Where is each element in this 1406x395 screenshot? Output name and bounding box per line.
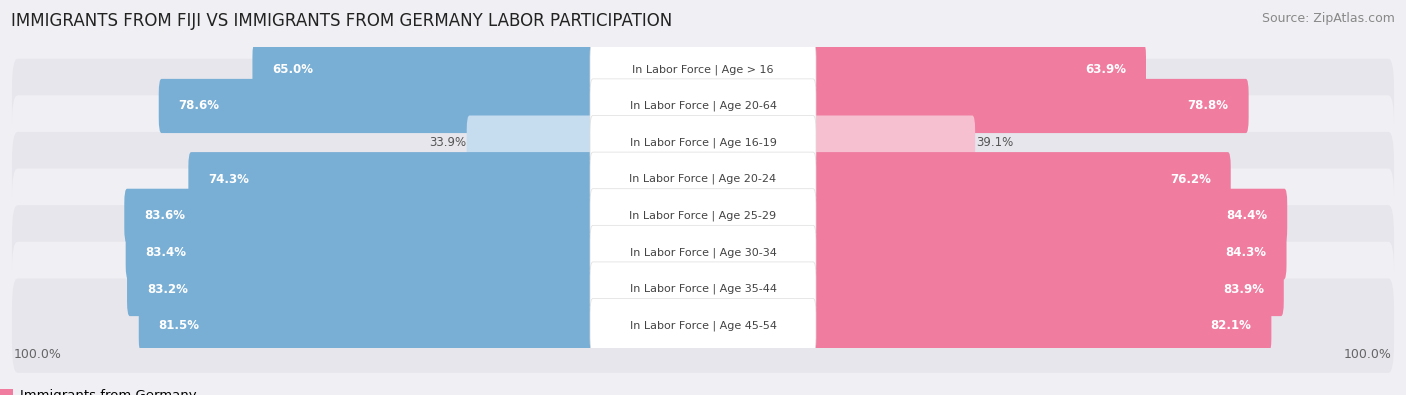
FancyBboxPatch shape	[591, 225, 815, 280]
FancyBboxPatch shape	[13, 242, 1393, 336]
Text: IMMIGRANTS FROM FIJI VS IMMIGRANTS FROM GERMANY LABOR PARTICIPATION: IMMIGRANTS FROM FIJI VS IMMIGRANTS FROM …	[11, 12, 672, 30]
Text: 84.4%: 84.4%	[1226, 209, 1267, 222]
FancyBboxPatch shape	[700, 152, 1230, 206]
FancyBboxPatch shape	[591, 299, 815, 353]
Text: 76.2%: 76.2%	[1170, 173, 1211, 186]
FancyBboxPatch shape	[159, 79, 706, 133]
FancyBboxPatch shape	[467, 115, 706, 170]
FancyBboxPatch shape	[700, 189, 1288, 243]
Text: 65.0%: 65.0%	[273, 63, 314, 76]
Text: 83.4%: 83.4%	[146, 246, 187, 259]
FancyBboxPatch shape	[139, 299, 706, 353]
FancyBboxPatch shape	[700, 115, 976, 170]
Text: In Labor Force | Age 35-44: In Labor Force | Age 35-44	[630, 284, 776, 294]
FancyBboxPatch shape	[13, 205, 1393, 300]
Text: 83.9%: 83.9%	[1223, 282, 1264, 295]
Text: 100.0%: 100.0%	[14, 348, 62, 361]
FancyBboxPatch shape	[127, 262, 706, 316]
Text: 63.9%: 63.9%	[1085, 63, 1126, 76]
Legend: Immigrants from Fiji, Immigrants from Germany: Immigrants from Fiji, Immigrants from Ge…	[0, 384, 202, 395]
FancyBboxPatch shape	[253, 42, 706, 96]
FancyBboxPatch shape	[591, 189, 815, 243]
FancyBboxPatch shape	[124, 189, 706, 243]
FancyBboxPatch shape	[13, 169, 1393, 263]
FancyBboxPatch shape	[591, 262, 815, 316]
FancyBboxPatch shape	[700, 42, 1146, 96]
Text: In Labor Force | Age 20-24: In Labor Force | Age 20-24	[630, 174, 776, 184]
FancyBboxPatch shape	[591, 79, 815, 133]
Text: 83.2%: 83.2%	[148, 282, 188, 295]
Text: In Labor Force | Age 30-34: In Labor Force | Age 30-34	[630, 247, 776, 258]
FancyBboxPatch shape	[700, 79, 1249, 133]
Text: 78.8%: 78.8%	[1188, 100, 1229, 113]
FancyBboxPatch shape	[13, 59, 1393, 153]
FancyBboxPatch shape	[591, 42, 815, 96]
Text: 100.0%: 100.0%	[1344, 348, 1392, 361]
FancyBboxPatch shape	[13, 22, 1393, 117]
Text: 78.6%: 78.6%	[179, 100, 219, 113]
Text: 82.1%: 82.1%	[1211, 319, 1251, 332]
FancyBboxPatch shape	[188, 152, 706, 206]
FancyBboxPatch shape	[13, 95, 1393, 190]
Text: 74.3%: 74.3%	[208, 173, 249, 186]
FancyBboxPatch shape	[700, 262, 1284, 316]
Text: In Labor Force | Age 25-29: In Labor Force | Age 25-29	[630, 211, 776, 221]
Text: In Labor Force | Age > 16: In Labor Force | Age > 16	[633, 64, 773, 75]
FancyBboxPatch shape	[700, 299, 1271, 353]
Text: In Labor Force | Age 45-54: In Labor Force | Age 45-54	[630, 320, 776, 331]
Text: 81.5%: 81.5%	[159, 319, 200, 332]
FancyBboxPatch shape	[13, 132, 1393, 226]
FancyBboxPatch shape	[591, 115, 815, 170]
FancyBboxPatch shape	[13, 278, 1393, 373]
Text: Source: ZipAtlas.com: Source: ZipAtlas.com	[1261, 12, 1395, 25]
Text: 83.6%: 83.6%	[145, 209, 186, 222]
FancyBboxPatch shape	[125, 225, 706, 280]
Text: 39.1%: 39.1%	[976, 136, 1014, 149]
Text: In Labor Force | Age 16-19: In Labor Force | Age 16-19	[630, 137, 776, 148]
FancyBboxPatch shape	[700, 225, 1286, 280]
Text: 33.9%: 33.9%	[429, 136, 465, 149]
Text: 84.3%: 84.3%	[1226, 246, 1267, 259]
Text: In Labor Force | Age 20-64: In Labor Force | Age 20-64	[630, 101, 776, 111]
FancyBboxPatch shape	[591, 152, 815, 206]
